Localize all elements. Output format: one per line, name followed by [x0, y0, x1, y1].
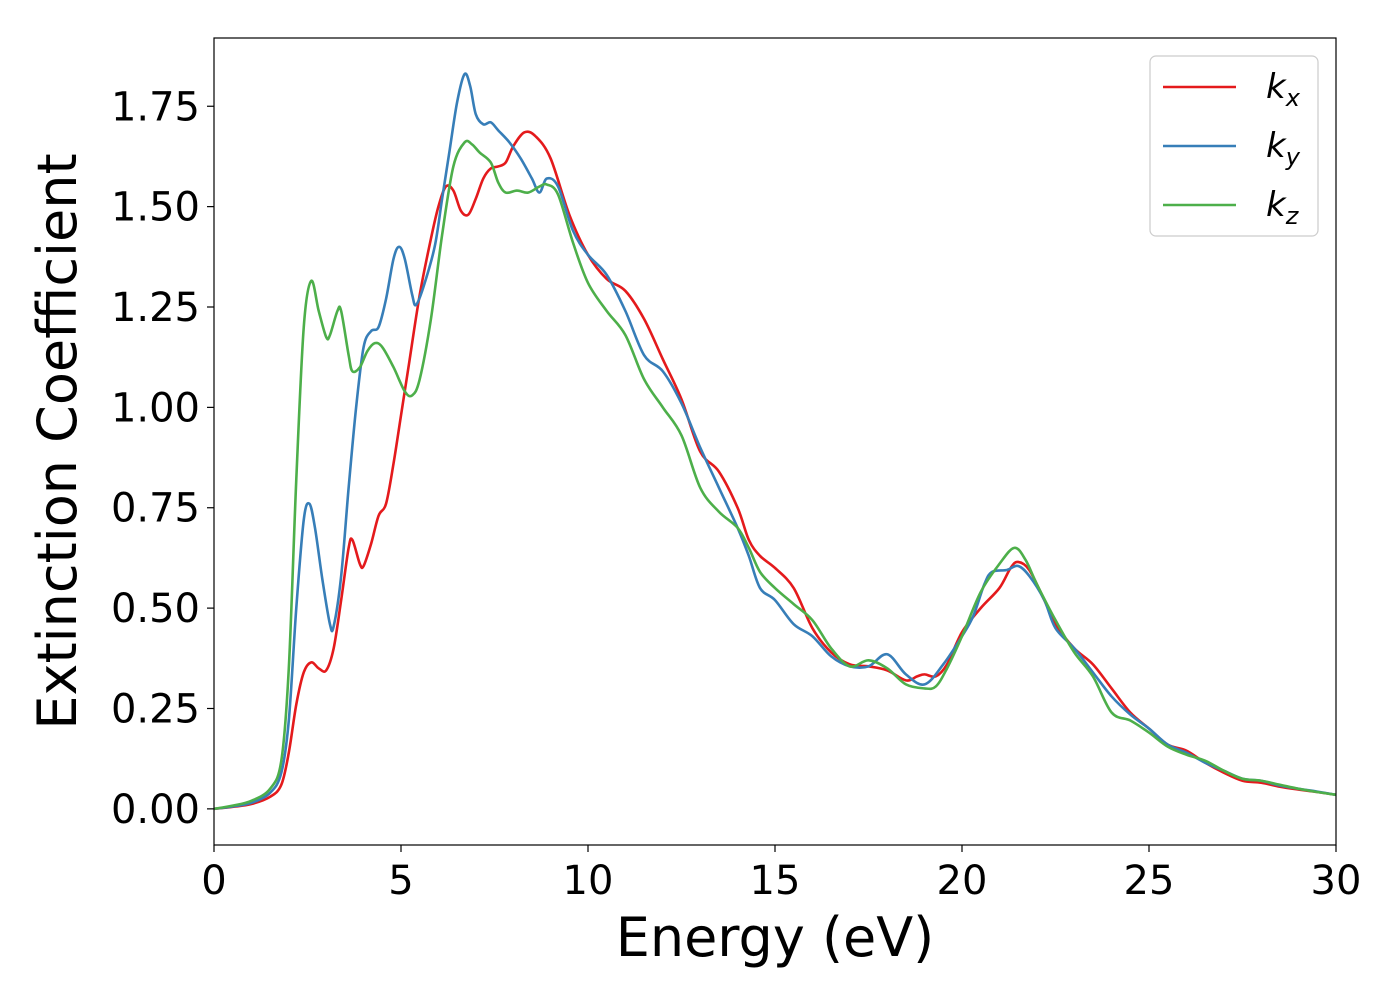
x-axis-label: Energy (eV): [616, 906, 935, 969]
y-tick-label: 1.25: [111, 285, 200, 331]
extinction-coefficient-chart: 0 5 10 15 20 25 30 0.00 0.25 0.50 0.75 1.00 1.25 1.5…: [0, 0, 1400, 1000]
x-tick-label: 20: [937, 858, 988, 904]
x-tick-label: 0: [201, 858, 226, 904]
y-axis: 0.00 0.25 0.50 0.75 1.00 1.25 1.50 1.75: [111, 84, 214, 833]
y-tick-label: 0.00: [111, 787, 200, 833]
y-axis-label: Extinction Coefficient: [26, 153, 89, 729]
x-tick-label: 10: [563, 858, 614, 904]
series-line-kz: [214, 141, 1336, 809]
x-axis: 0 5 10 15 20 25 30: [201, 845, 1361, 904]
y-tick-label: 0.50: [111, 586, 200, 632]
y-tick-label: 0.25: [111, 686, 200, 732]
x-tick-label: 30: [1311, 858, 1362, 904]
x-tick-label: 25: [1124, 858, 1175, 904]
x-tick-label: 15: [750, 858, 801, 904]
y-tick-label: 0.75: [111, 486, 200, 532]
chart-container: 0 5 10 15 20 25 30 0.00 0.25 0.50 0.75 1.00 1.25 1.5…: [0, 0, 1400, 1000]
y-tick-label: 1.00: [111, 385, 200, 431]
y-tick-label: 1.50: [111, 185, 200, 231]
x-tick-label: 5: [388, 858, 413, 904]
y-tick-label: 1.75: [111, 84, 200, 130]
